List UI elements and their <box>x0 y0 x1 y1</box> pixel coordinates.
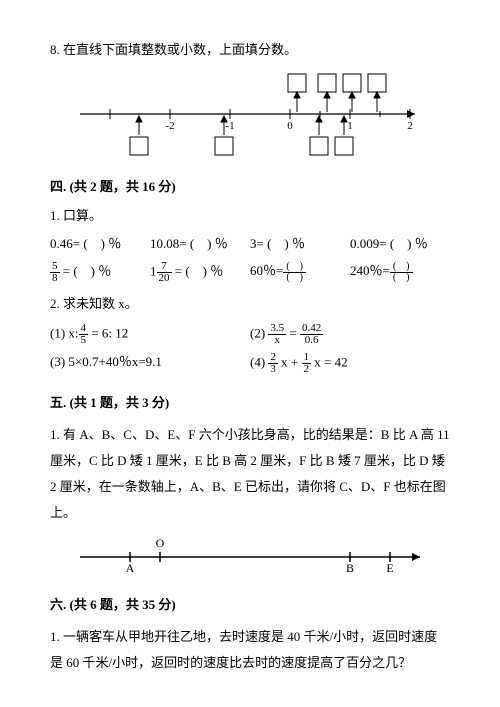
svg-text:2: 2 <box>407 120 413 132</box>
svg-text:B: B <box>346 561 354 575</box>
c1c: 3= ( ) ％ <box>250 234 350 255</box>
sec6-q1: 1. 一辆客车从甲地开往乙地，去时速度是 40 千米/小时，返回时速度是 60 … <box>50 624 450 676</box>
eq4: (4) 23 x + 12 x = 42 <box>250 352 450 375</box>
q8-text: 8. 在直线下面填整数或小数，上面填分数。 <box>50 40 450 61</box>
svg-text:E: E <box>386 561 393 575</box>
c2b: 1720 = ( ) ％ <box>150 261 250 284</box>
c1d: 0.009= ( ) ％ <box>350 234 450 255</box>
c2d: 240％=( )( ) <box>350 261 450 284</box>
c1b: 10.08= ( ) ％ <box>150 234 250 255</box>
eq3: (3) 5×0.7+40％x=9.1 <box>50 352 250 375</box>
c1a: 0.46= ( ) ％ <box>50 234 150 255</box>
sec5-title: 五. (共 1 题，共 3 分) <box>50 393 450 414</box>
calc-row-1: 0.46= ( ) ％ 10.08= ( ) ％ 3= ( ) ％ 0.009=… <box>50 234 450 255</box>
svg-text:A: A <box>126 561 135 575</box>
sec6-title: 六. (共 6 题，共 35 分) <box>50 595 450 616</box>
sec4-title: 四. (共 2 题，共 16 分) <box>50 177 450 198</box>
calc-row-2: 58 = ( ) ％ 1720 = ( ) ％ 60％=( )( ) 240％=… <box>50 261 450 284</box>
sec5-q1: 1. 有 A、B、C、D、E、F 六个小孩比身高，比的结果是：B 比 A 高 1… <box>50 422 450 526</box>
sec4-q2: 2. 求未知数 x。 <box>50 294 450 315</box>
eq2: (2) 3.5x = 0.420.6 <box>250 323 450 346</box>
eq1: (1) x:45 = 6: 12 <box>50 323 250 346</box>
svg-text:0: 0 <box>287 120 293 132</box>
c2a: 58 = ( ) ％ <box>50 261 150 284</box>
sec5-numberline: O A B E <box>60 532 440 577</box>
q8-numberline: -2 -1 0 1 2 <box>60 69 440 159</box>
eq-row-1: (1) x:45 = 6: 12 (2) 3.5x = 0.420.6 <box>50 323 450 346</box>
c2c: 60％=( )( ) <box>250 261 350 284</box>
svg-text:O: O <box>156 536 165 550</box>
svg-text:-2: -2 <box>165 120 174 132</box>
sec4-q1: 1. 口算。 <box>50 206 450 227</box>
svg-text:1: 1 <box>347 120 353 132</box>
eq-row-2: (3) 5×0.7+40％x=9.1 (4) 23 x + 12 x = 42 <box>50 352 450 375</box>
